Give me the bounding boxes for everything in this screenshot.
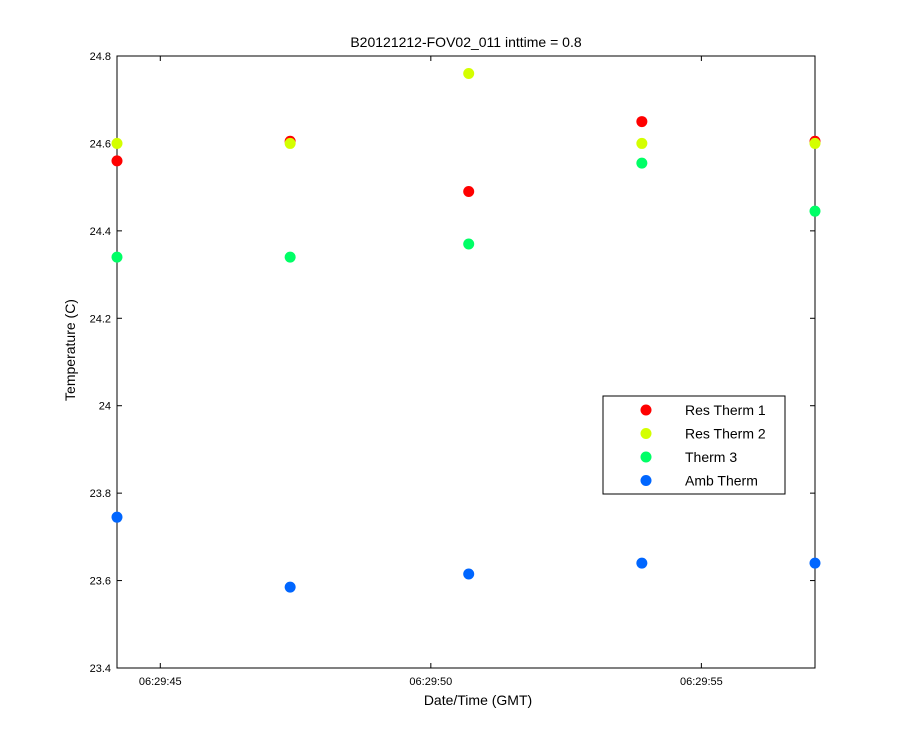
data-point	[636, 116, 648, 128]
data-point	[284, 137, 296, 149]
data-point	[111, 251, 123, 263]
data-point	[463, 186, 475, 198]
legend-marker	[640, 451, 652, 463]
data-point	[284, 581, 296, 593]
data-point	[636, 557, 648, 569]
data-point	[284, 251, 296, 263]
x-tick-label: 06:29:50	[409, 676, 452, 688]
y-tick-label: 23.6	[90, 576, 111, 588]
legend-marker	[640, 404, 652, 416]
legend-box	[602, 395, 786, 495]
y-tick-label: 24.4	[90, 226, 111, 238]
y-tick-label: 23.4	[90, 663, 111, 675]
data-point	[636, 157, 648, 169]
data-point	[111, 511, 123, 523]
y-tick-label: 24	[99, 401, 111, 413]
data-point	[809, 205, 821, 217]
x-tick-label: 06:29:55	[680, 676, 723, 688]
y-tick-label: 24.6	[90, 138, 111, 150]
data-point	[111, 155, 123, 167]
legend-label: Res Therm 1	[685, 402, 766, 418]
data-point	[463, 67, 475, 79]
x-tick-label: 06:29:45	[139, 676, 182, 688]
legend-label: Res Therm 2	[685, 426, 766, 442]
data-point	[809, 557, 821, 569]
y-tick-label: 23.8	[90, 488, 111, 500]
legend-marker	[640, 428, 652, 439]
data-point	[809, 137, 821, 149]
axis-ticks: 23.4 23.6 23.8 24 24.2 24.4 24.6 24.8 06:29:45 06…	[90, 51, 815, 688]
chart-title: B20121212-FOV02_011 inttime = 0.8	[350, 34, 582, 50]
y-tick-label: 24.2	[90, 313, 111, 325]
data-point	[111, 137, 123, 149]
legend-label: Therm 3	[685, 449, 737, 465]
data-point	[463, 568, 475, 580]
y-axis-label: Temperature (C)	[62, 299, 78, 401]
data-points	[111, 67, 821, 593]
data-point	[463, 238, 475, 250]
plot-area	[116, 55, 816, 669]
data-point	[636, 137, 648, 149]
legend-label: Amb Therm	[685, 473, 758, 489]
legend-marker	[640, 475, 652, 486]
x-axis-label: Date/Time (GMT)	[424, 692, 532, 708]
legend: Res Therm 1 Res Therm 2 Therm 3 Amb Therm	[602, 395, 786, 495]
y-tick-label: 24.8	[90, 51, 111, 63]
